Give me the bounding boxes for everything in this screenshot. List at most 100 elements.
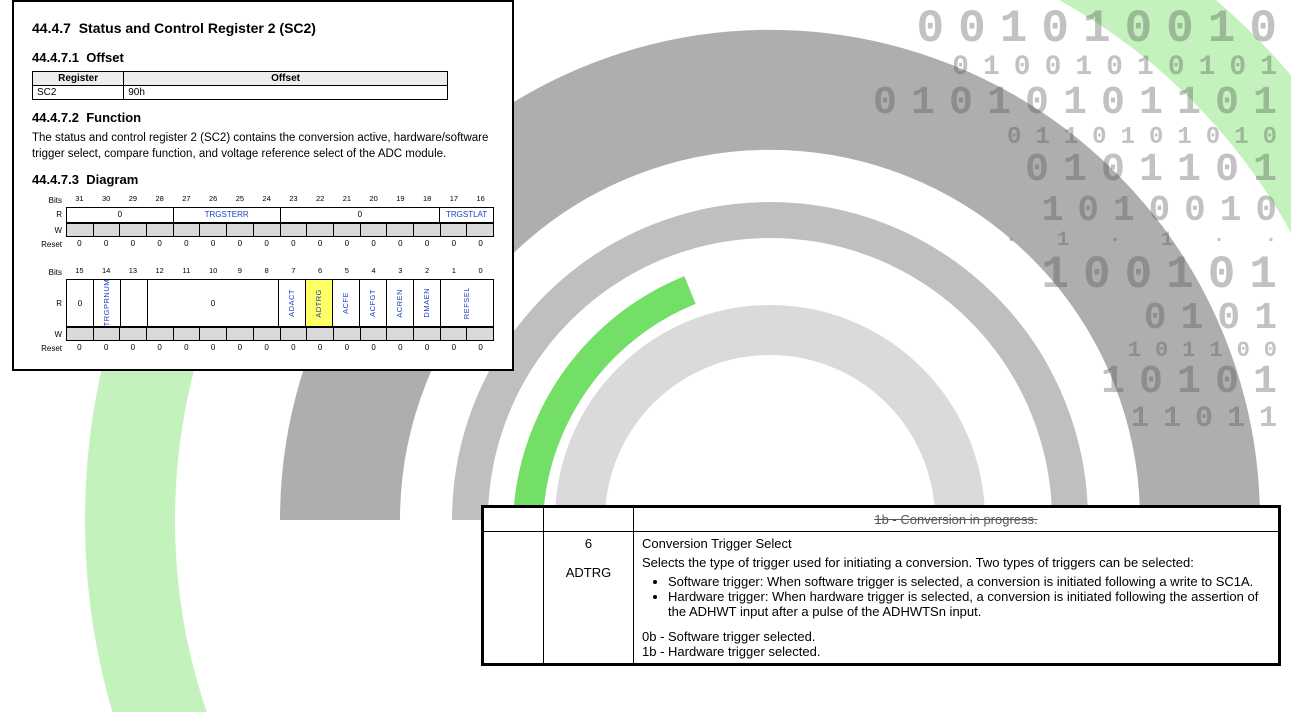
bit-number: 11 [173, 265, 200, 279]
offset-td-register: SC2 [33, 86, 124, 100]
binary-row: 101100 [873, 339, 1291, 362]
reg-field: ADACT [279, 279, 306, 327]
reset-value: 0 [387, 237, 414, 251]
label-bits: Bits [32, 193, 66, 207]
bit-number: 29 [120, 193, 147, 207]
binary-row: 1010010 [873, 192, 1291, 230]
reg-field: 0 [66, 279, 94, 327]
function-body: The status and control register 2 (SC2) … [32, 131, 494, 162]
reg-w-cell [414, 223, 441, 237]
reset-value: 0 [467, 341, 494, 355]
reg-field: ACREN [387, 279, 414, 327]
diagram-heading: 44.4.7.3 Diagram [32, 172, 494, 187]
register-doc-panel: 44.4.7 Status and Control Register 2 (SC… [12, 0, 514, 371]
bit-number: 17 [441, 193, 468, 207]
reset-value: 0 [173, 237, 200, 251]
reset-value: 0 [200, 237, 227, 251]
reg-w-cell [467, 223, 494, 237]
reset-value: 0 [120, 237, 147, 251]
reset-value: 0 [441, 341, 468, 355]
bit-number: 9 [227, 265, 254, 279]
reg-field: TRGSTLAT [440, 207, 494, 223]
reset-value: 0 [146, 237, 173, 251]
binary-row: 01010101101 [873, 83, 1291, 125]
field-prev-pad [484, 508, 544, 532]
bit-number: 4 [360, 265, 387, 279]
field-bullet: Software trigger: When software trigger … [668, 574, 1270, 589]
reg-w-cell [307, 327, 334, 341]
reset-value: 0 [414, 341, 441, 355]
bit-number: 7 [280, 265, 307, 279]
bit-number: 31 [66, 193, 93, 207]
reg-w-cell [281, 327, 308, 341]
reg-w-cell [66, 223, 94, 237]
offset-table: Register Offset SC2 90h [32, 71, 448, 100]
reg-field: ADTRG [306, 279, 333, 327]
reg-w-cell [441, 327, 468, 341]
field-pad [484, 532, 544, 664]
reg-field: DMAEN [414, 279, 441, 327]
reset-value: 0 [66, 237, 93, 251]
bit-number: 24 [253, 193, 280, 207]
reset-value: 0 [334, 341, 361, 355]
reset-value: 0 [227, 341, 254, 355]
bit-number: 25 [227, 193, 254, 207]
field-bit: 6 [552, 536, 625, 551]
reset-value: 0 [360, 341, 387, 355]
reset-value: 0 [200, 341, 227, 355]
binary-row: 11011 [873, 404, 1291, 436]
field-bullets: Software trigger: When software trigger … [668, 574, 1270, 619]
field-table: 1b - Conversion in progress. 6 ADTRG Con… [483, 507, 1279, 664]
reset-value: 0 [93, 237, 120, 251]
reg-field: TRGPRNUM [94, 279, 121, 327]
reset-value: 0 [120, 341, 147, 355]
reg-w-cell [227, 327, 254, 341]
field-body: Selects the type of trigger used for ini… [642, 555, 1270, 570]
bit-number: 26 [200, 193, 227, 207]
bit-number: 19 [387, 193, 414, 207]
bit-number: 2 [414, 265, 441, 279]
bit-number: 1 [441, 265, 468, 279]
reg-field: ACFGT [360, 279, 387, 327]
label-reset-lo: Reset [32, 341, 66, 355]
bit-number: 10 [200, 265, 227, 279]
binary-row: 001010010 [873, 5, 1291, 53]
reg-w-cell [94, 327, 121, 341]
bit-number: 21 [334, 193, 361, 207]
reset-value: 0 [307, 341, 334, 355]
reg-w-cell [174, 327, 201, 341]
label-r: R [32, 207, 66, 221]
label-w: W [32, 223, 66, 237]
field-values: 0b - Software trigger selected.1b - Hard… [642, 629, 1270, 659]
register-diagram-high: Bits 31302928272625242322212019181716 R … [32, 193, 494, 251]
reg-field: TRGSTERR [174, 207, 281, 223]
reset-value: 0 [227, 237, 254, 251]
bit-number: 15 [66, 265, 93, 279]
bit-number: 18 [414, 193, 441, 207]
reg-w-cell [387, 327, 414, 341]
field-value-line: 1b - Hardware trigger selected. [642, 644, 1270, 659]
reg-field: REFSEL [441, 279, 494, 327]
reset-value: 0 [441, 237, 468, 251]
reg-w-cell [147, 223, 174, 237]
binary-overlay: 0010100100100101010101010101101011010101… [873, 5, 1291, 435]
reg-w-cell [414, 327, 441, 341]
binary-row: 0110101010 [873, 125, 1291, 150]
reg-field: 0 [281, 207, 441, 223]
bit-number: 16 [467, 193, 494, 207]
reset-value: 0 [253, 237, 280, 251]
reg-w-cell [200, 223, 227, 237]
reg-field: 0 [66, 207, 174, 223]
offset-th-register: Register [33, 72, 124, 86]
reg-w-cell [334, 327, 361, 341]
reset-value: 0 [66, 341, 93, 355]
bit-number: 8 [253, 265, 280, 279]
reset-value: 0 [253, 341, 280, 355]
bit-number: 3 [387, 265, 414, 279]
reset-value: 0 [334, 237, 361, 251]
reset-value: 0 [414, 237, 441, 251]
bit-number: 23 [280, 193, 307, 207]
reset-value: 0 [173, 341, 200, 355]
binary-row: 100101 [873, 251, 1291, 299]
field-body-cell: Conversion Trigger Select Selects the ty… [634, 532, 1279, 664]
